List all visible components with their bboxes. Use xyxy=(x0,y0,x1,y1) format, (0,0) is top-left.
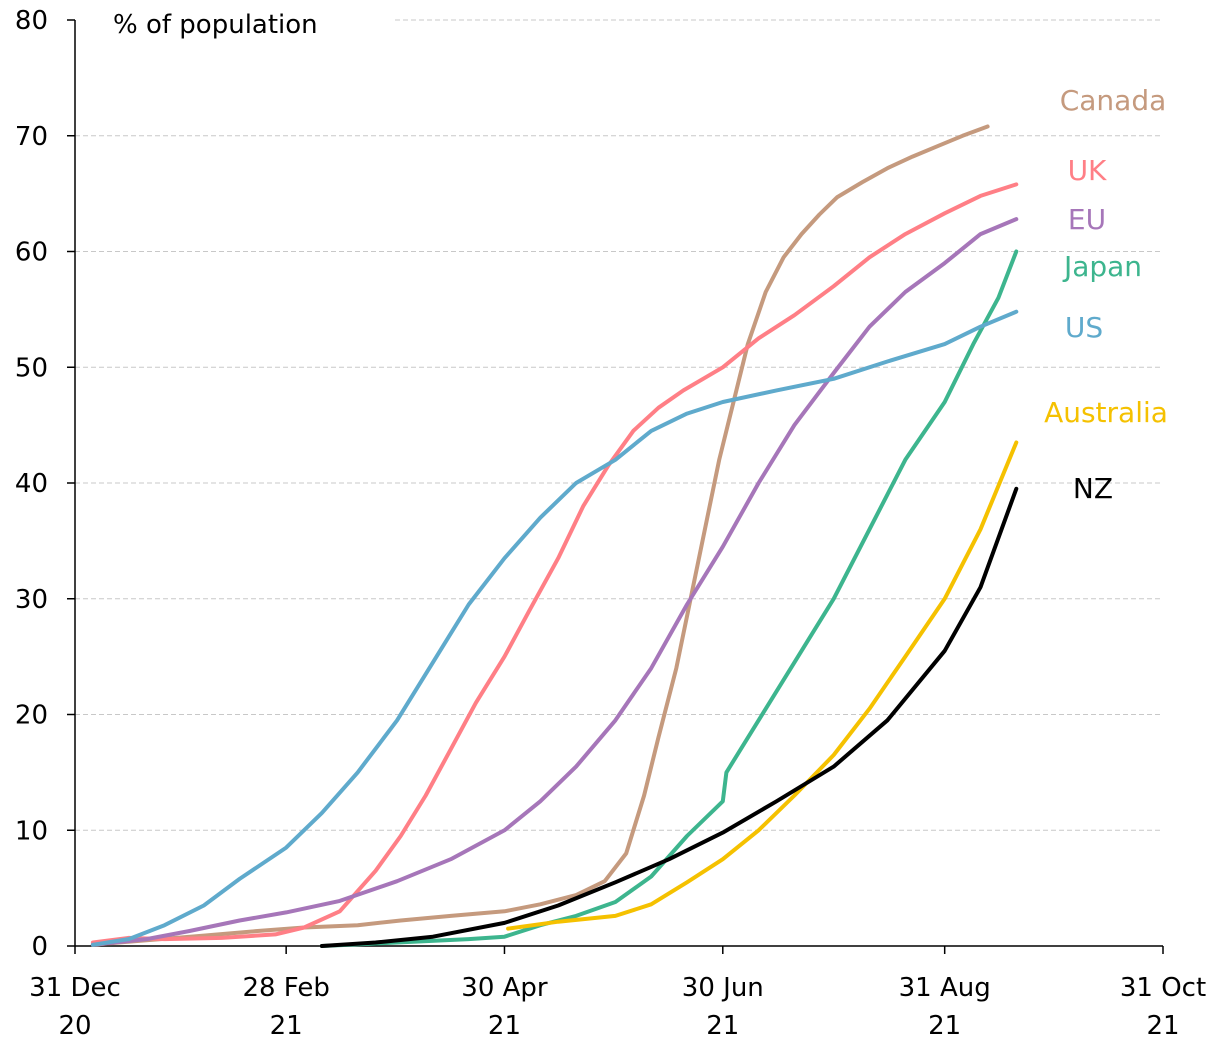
y-axis-label: % of population xyxy=(113,10,318,40)
series-line-nz xyxy=(319,486,1019,948)
y-tick-label-70: 70 xyxy=(15,122,48,152)
series-label-uk: UK xyxy=(1068,154,1107,187)
series-label-japan: Japan xyxy=(1062,250,1142,283)
series-line-canada xyxy=(90,124,990,947)
series-label-us: US xyxy=(1065,311,1103,344)
series-line-japan xyxy=(319,249,1019,948)
series-labels: Canada UK EU Japan US Australia NZ xyxy=(1044,84,1168,505)
grid-lines xyxy=(75,19,1163,831)
series-label-eu: EU xyxy=(1068,203,1106,236)
series-label-canada: Canada xyxy=(1060,84,1167,117)
y-tick-labels: 0 10 20 30 40 50 60 70 80 xyxy=(15,6,48,962)
y-tick-label-50: 50 xyxy=(15,353,48,383)
y-tick-label-30: 30 xyxy=(15,585,48,615)
y-tick-label-40: 40 xyxy=(15,469,48,499)
series-lines xyxy=(90,124,1019,948)
series-label-australia: Australia xyxy=(1044,396,1168,429)
x-tick-label-5: 31 Oct xyxy=(1120,973,1206,1003)
x-tick-year-3: 21 xyxy=(706,1011,739,1041)
series-line-uk xyxy=(90,182,1019,945)
x-tick-year-1: 21 xyxy=(270,1011,303,1041)
x-tick-year-4: 21 xyxy=(928,1011,961,1041)
axes xyxy=(67,19,1164,954)
y-tick-label-20: 20 xyxy=(15,701,48,731)
x-tick-label-3: 30 Jun xyxy=(682,973,764,1003)
x-tick-year-5: 21 xyxy=(1146,1011,1179,1041)
x-tick-labels: 31 Dec 20 28 Feb 21 30 Apr 21 30 Jun 21 31 Aug 21… xyxy=(29,973,1206,1041)
series-line-australia xyxy=(506,440,1019,931)
x-tick-label-1: 28 Feb xyxy=(242,973,329,1003)
x-tick-year-2: 21 xyxy=(488,1011,521,1041)
y-tick-label-0: 0 xyxy=(31,932,48,962)
series-line-eu xyxy=(90,217,1019,947)
x-tick-year-0: 20 xyxy=(58,1011,91,1041)
x-tick-label-0: 31 Dec xyxy=(29,973,121,1003)
y-tick-label-80: 80 xyxy=(15,6,48,36)
series-label-nz: NZ xyxy=(1073,472,1113,505)
y-tick-label-10: 10 xyxy=(15,816,48,846)
x-tick-label-2: 30 Apr xyxy=(461,973,548,1003)
series-line-us xyxy=(90,309,1019,947)
y-tick-label-60: 60 xyxy=(15,238,48,268)
x-tick-label-4: 31 Aug xyxy=(899,973,991,1003)
